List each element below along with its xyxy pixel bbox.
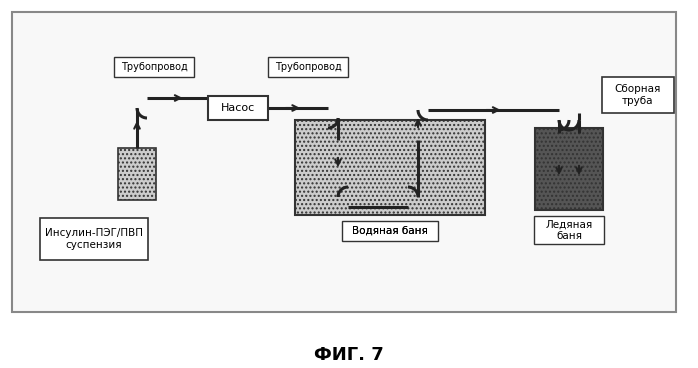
- Bar: [208, 96, 268, 120]
- Text: Сборная
труба: Сборная труба: [615, 84, 661, 106]
- Bar: [12, 12, 676, 312]
- Bar: [40, 218, 148, 260]
- Bar: [342, 221, 438, 241]
- Bar: [295, 120, 485, 215]
- Text: Водяная баня: Водяная баня: [352, 226, 428, 236]
- Text: Трубопровод: Трубопровод: [274, 62, 341, 72]
- Text: Ледяная
баня: Ледяная баня: [545, 219, 593, 241]
- Bar: [118, 148, 156, 200]
- Text: Насос: Насос: [221, 103, 255, 113]
- Text: ФИГ. 7: ФИГ. 7: [314, 346, 384, 364]
- Text: Трубопровод: Трубопровод: [121, 62, 187, 72]
- Text: Инсулин-ПЭГ/ПВП
суспензия: Инсулин-ПЭГ/ПВП суспензия: [45, 228, 143, 250]
- Bar: [602, 77, 674, 113]
- Bar: [114, 57, 194, 77]
- Text: Водяная баня: Водяная баня: [352, 226, 428, 236]
- Bar: [534, 216, 604, 244]
- Bar: [268, 57, 348, 77]
- Bar: [535, 128, 603, 210]
